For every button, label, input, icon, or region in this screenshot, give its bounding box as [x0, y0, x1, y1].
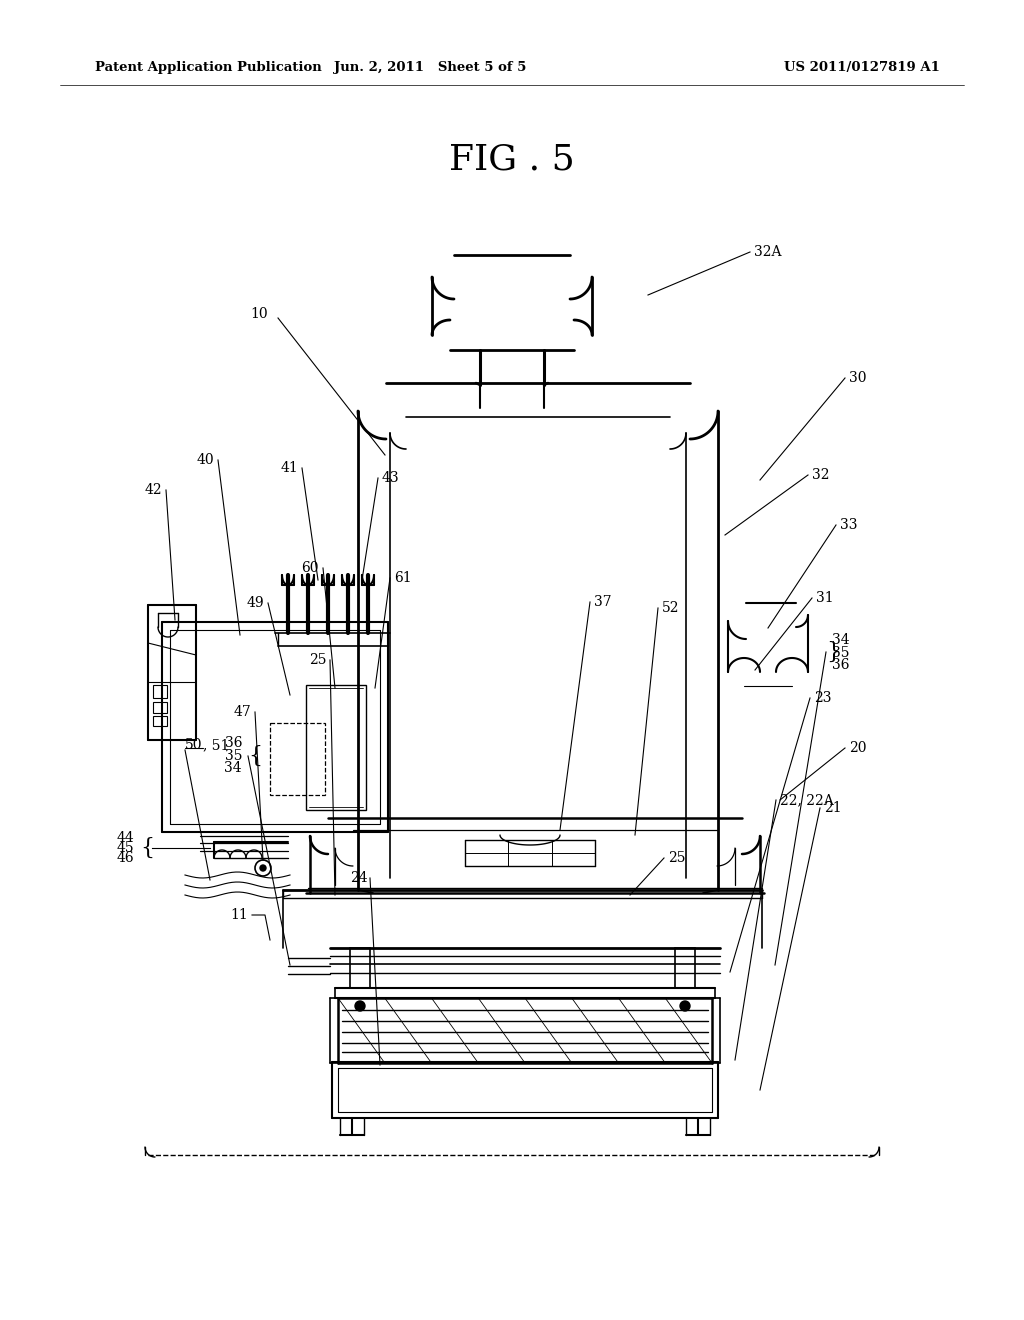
Text: 10: 10	[251, 308, 268, 321]
Text: 47: 47	[233, 705, 251, 719]
Bar	[153, 685, 167, 698]
Text: FIG . 5: FIG . 5	[450, 143, 574, 177]
Text: , 51: , 51	[203, 738, 229, 752]
Text: 35: 35	[831, 645, 850, 660]
Circle shape	[260, 865, 266, 871]
Text: {: {	[140, 837, 155, 859]
Text: Patent Application Publication: Patent Application Publication	[95, 62, 322, 74]
Text: 32: 32	[812, 469, 829, 482]
Bar	[153, 715, 167, 726]
Text: 32A: 32A	[754, 246, 781, 259]
Text: 36: 36	[224, 737, 242, 750]
Text: 11: 11	[230, 908, 248, 921]
Text: 61: 61	[394, 572, 412, 585]
Text: 21: 21	[824, 801, 842, 814]
Bar	[153, 702, 167, 713]
Text: 49: 49	[247, 597, 264, 610]
Text: 33: 33	[840, 517, 857, 532]
Text: 31: 31	[816, 591, 834, 605]
Text: 25: 25	[309, 653, 327, 667]
Text: Jun. 2, 2011   Sheet 5 of 5: Jun. 2, 2011 Sheet 5 of 5	[334, 62, 526, 74]
Text: 34: 34	[831, 634, 850, 647]
Text: 52: 52	[662, 601, 680, 615]
Circle shape	[355, 1001, 365, 1011]
Text: 23: 23	[814, 690, 831, 705]
Text: 36: 36	[831, 657, 850, 672]
Text: 43: 43	[382, 471, 399, 484]
Text: 50: 50	[185, 738, 203, 752]
Text: 46: 46	[117, 851, 134, 865]
Text: 34: 34	[224, 762, 242, 775]
Text: 42: 42	[144, 483, 162, 498]
Text: 44: 44	[117, 832, 134, 845]
Bar	[306, 685, 366, 810]
Text: US 2011/0127819 A1: US 2011/0127819 A1	[784, 62, 940, 74]
Text: 35: 35	[224, 748, 242, 763]
Text: 40: 40	[197, 453, 214, 467]
Text: 20: 20	[849, 741, 866, 755]
Text: 45: 45	[117, 841, 134, 855]
Text: }: }	[826, 642, 840, 663]
Bar	[270, 723, 325, 795]
Text: {: {	[248, 744, 262, 767]
Circle shape	[680, 1001, 690, 1011]
Text: 25: 25	[668, 851, 685, 865]
Text: 41: 41	[281, 461, 298, 475]
Text: 30: 30	[849, 371, 866, 385]
Text: 24: 24	[350, 871, 368, 884]
Text: 60: 60	[301, 561, 319, 576]
Text: 22, 22A: 22, 22A	[780, 793, 834, 807]
Text: 37: 37	[594, 595, 611, 609]
